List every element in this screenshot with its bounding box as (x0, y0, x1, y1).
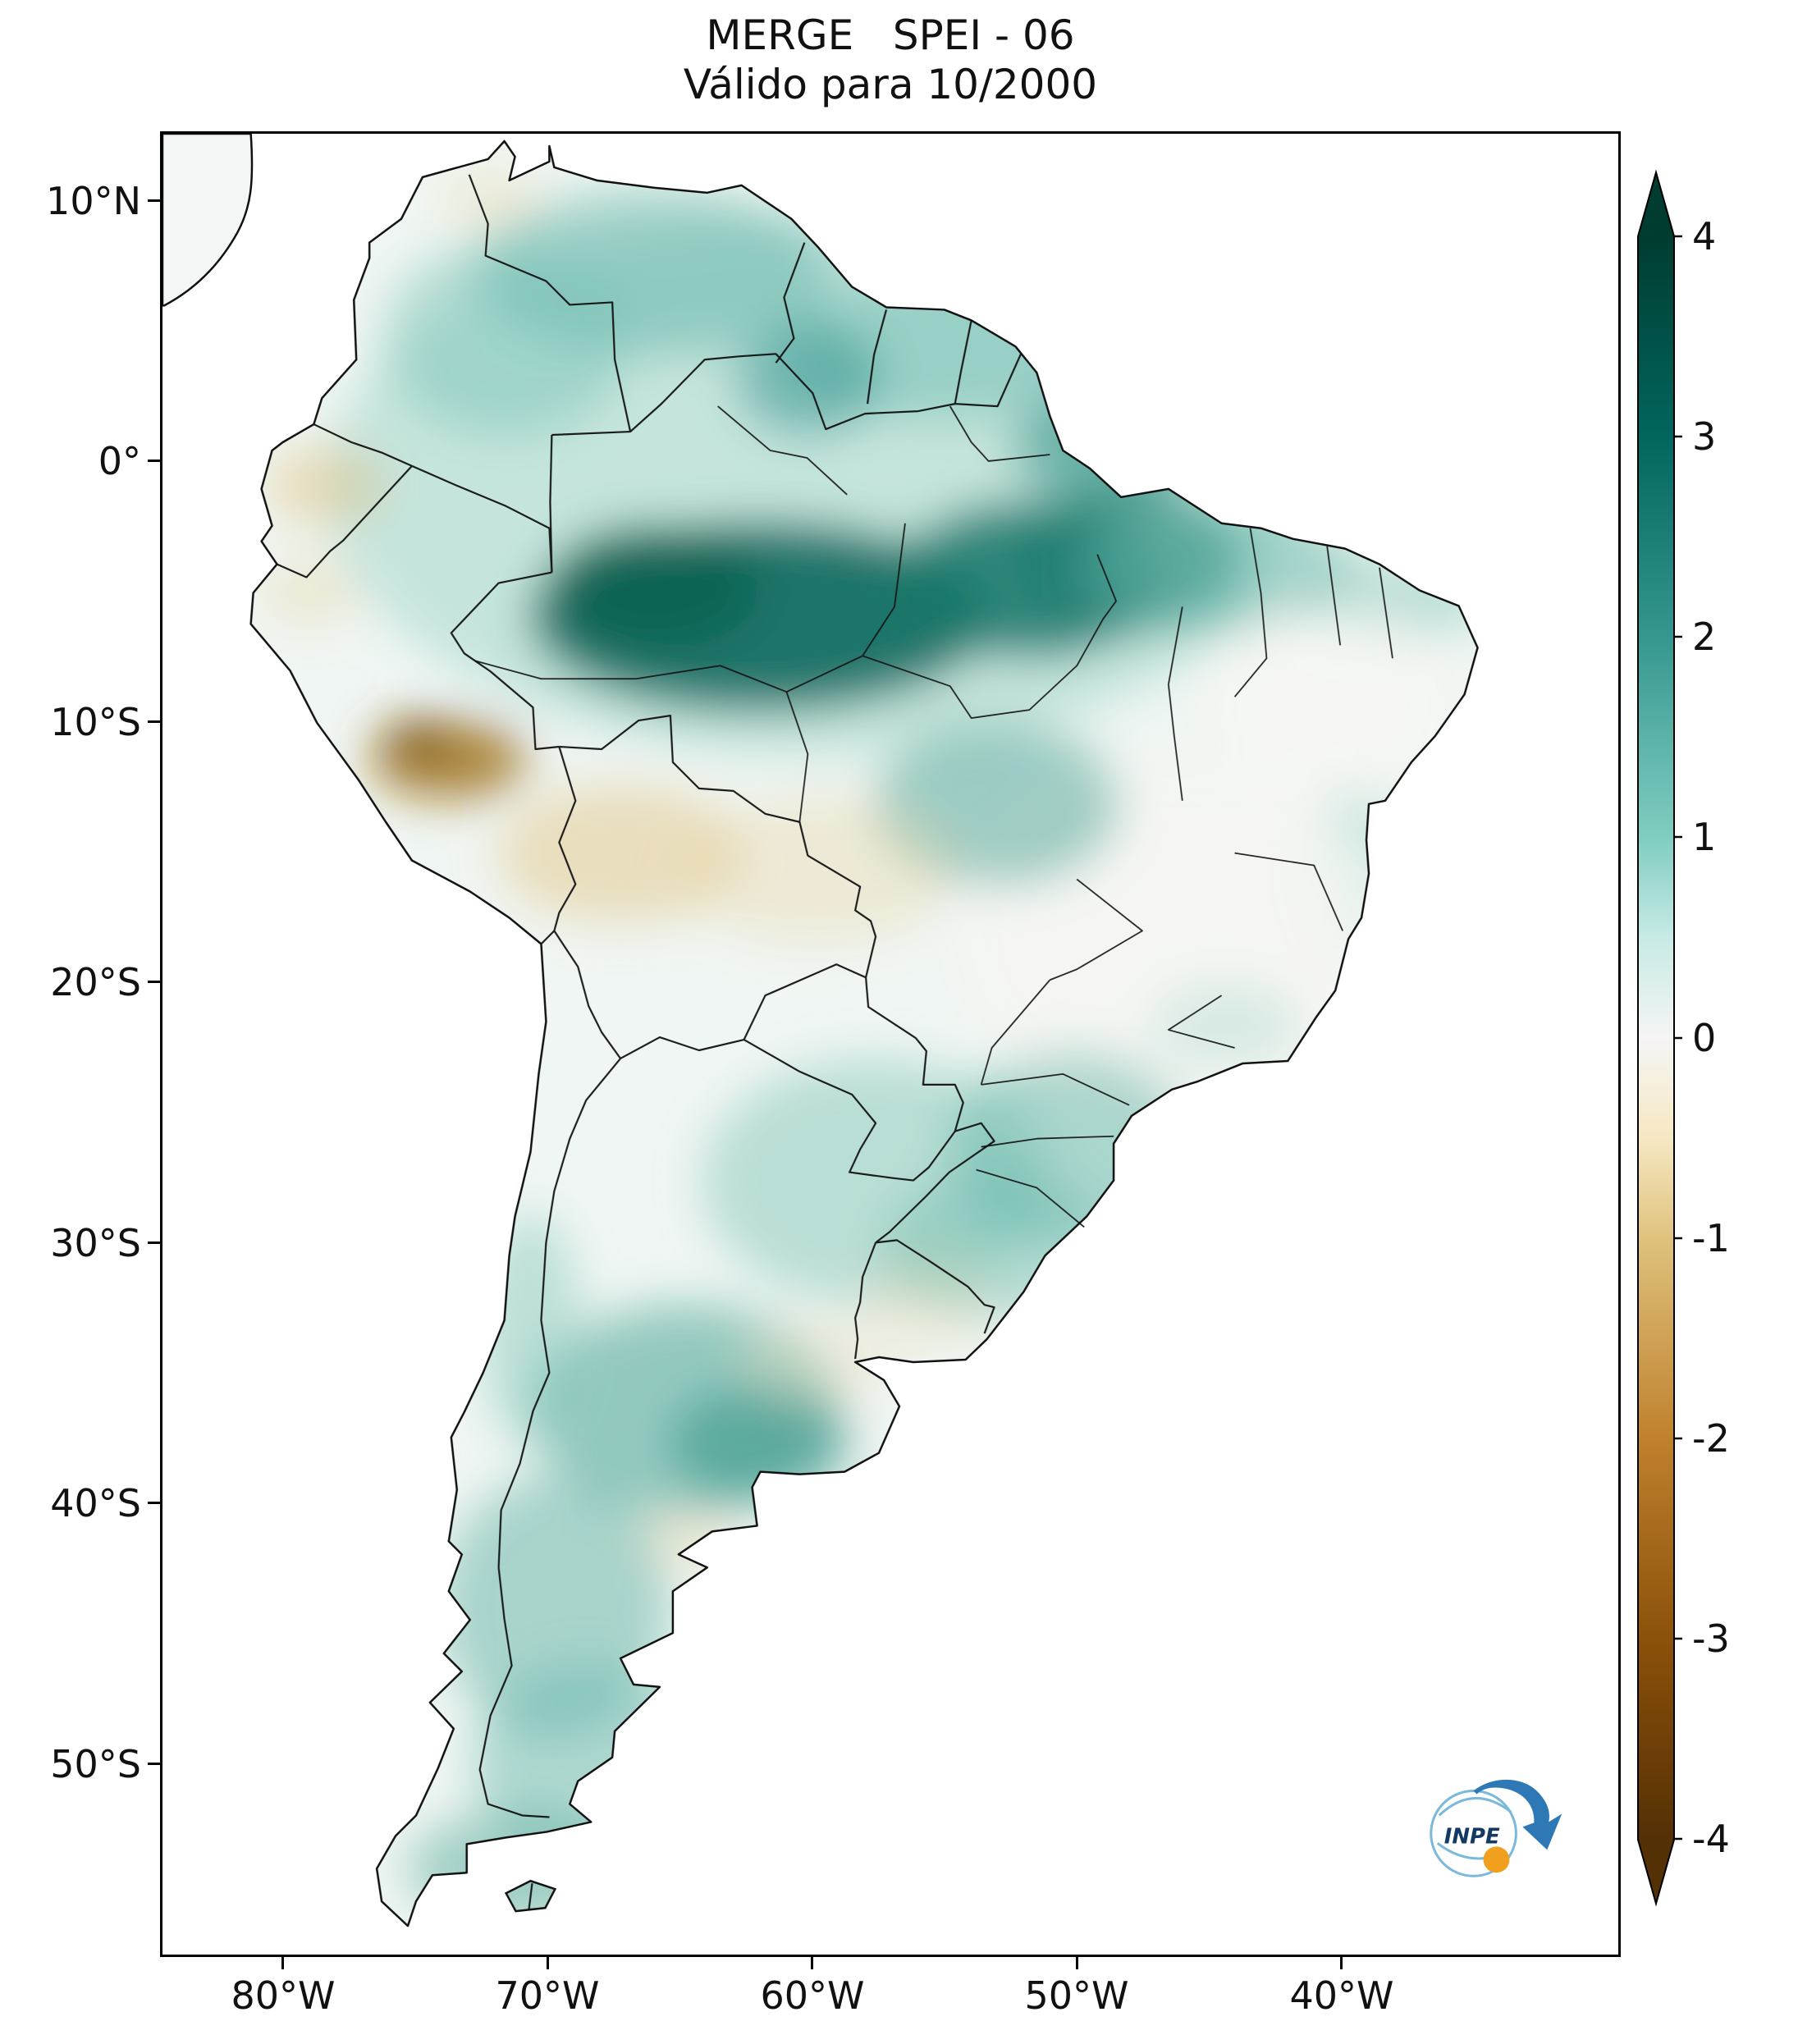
y-tick-mark (148, 1241, 160, 1244)
x-tick-label: 50°W (1024, 1973, 1129, 2018)
x-tick-mark (281, 1957, 284, 1969)
inpe-logo-arrow (1473, 1779, 1562, 1850)
colorbar-tick-marks (1674, 235, 1682, 1841)
coastline (249, 139, 1479, 1927)
country-borders (277, 174, 1023, 1910)
chart-title: MERGE SPEI - 06 (706, 11, 1075, 59)
x-tick-label: 70°W (495, 1973, 600, 2018)
x-tick-mark (1340, 1957, 1343, 1969)
inpe-logo-orange-dot (1483, 1846, 1510, 1873)
state-borders (474, 405, 1393, 1228)
colorbar-tick-label: 4 (1692, 214, 1717, 258)
colorbar-tick-label: -3 (1692, 1616, 1730, 1661)
x-tick-mark (1076, 1957, 1078, 1969)
inpe-logo: INPE (1430, 1779, 1562, 1877)
y-tick-label: 20°S (50, 960, 141, 1004)
x-tick-label: 80°W (231, 1973, 336, 2018)
colorbar-tick-label: 1 (1692, 815, 1717, 859)
y-tick-label: 10°N (46, 179, 141, 223)
x-tick-mark (811, 1957, 813, 1969)
inpe-logo-text: INPE (1444, 1824, 1500, 1849)
y-tick-label: 0° (98, 439, 141, 483)
tierra-del-fuego-island-outline (504, 1879, 557, 1913)
y-tick-mark (148, 199, 160, 202)
y-tick-label: 50°S (50, 1742, 141, 1786)
central-america-fragment (162, 134, 254, 307)
y-tick-mark (148, 1763, 160, 1765)
x-tick-label: 40°W (1289, 1973, 1394, 2018)
colorbar-tick-label: -4 (1692, 1817, 1730, 1861)
y-tick-mark (148, 460, 160, 462)
y-tick-label: 40°S (50, 1481, 141, 1525)
colorbar-gradient (1637, 169, 1675, 1907)
colorbar-tick-label: 2 (1692, 615, 1717, 659)
inpe-logo-swirl-top (1438, 1796, 1512, 1817)
colorbar-tick-label: -1 (1692, 1216, 1730, 1260)
colorbar (1637, 169, 1682, 1907)
colorbar-tick-label: 3 (1692, 414, 1717, 459)
x-tick-mark (547, 1957, 549, 1969)
spei-field (260, 170, 1478, 1927)
y-tick-label: 30°S (50, 1221, 141, 1265)
x-tick-label: 60°W (760, 1973, 865, 2018)
chart-subtitle: Válido para 10/2000 (683, 61, 1098, 108)
colorbar-tick-label: -2 (1692, 1416, 1730, 1461)
y-tick-mark (148, 720, 160, 723)
y-tick-label: 10°S (50, 700, 141, 744)
colorbar-tick-label: 0 (1692, 1016, 1717, 1060)
y-tick-mark (148, 981, 160, 983)
y-tick-mark (148, 1502, 160, 1504)
map-plot: INPE (160, 131, 1621, 1957)
south-america-map: INPE (162, 134, 1562, 1927)
